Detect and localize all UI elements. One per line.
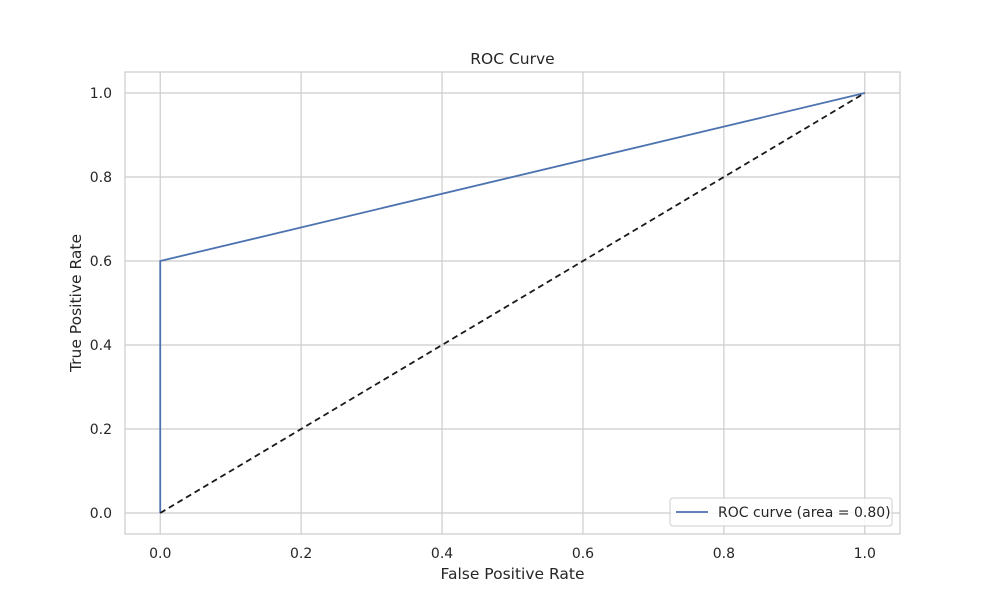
legend-label-roc: ROC curve (area = 0.80) — [718, 505, 891, 521]
x-axis-title: False Positive Rate — [440, 565, 584, 583]
legend-box — [669, 497, 893, 527]
x-tick-label: 1.0 — [854, 546, 876, 562]
roc-curve-line — [159, 92, 865, 513]
y-tick-label: 0.8 — [90, 170, 112, 186]
series-layer — [159, 92, 866, 514]
x-tick-label: 0.0 — [149, 546, 171, 562]
x-tick-label: 0.8 — [713, 546, 735, 562]
plot-area-frame — [124, 71, 901, 535]
chance-diagonal-line — [159, 92, 866, 514]
y-tick-label: 0.4 — [90, 338, 112, 354]
y-axis-title: True Positive Rate — [67, 234, 85, 373]
y-tick-label: 0.2 — [90, 422, 112, 438]
y-tick-label: 1.0 — [90, 86, 112, 102]
y-tick-label: 0.6 — [90, 254, 112, 270]
x-tick-label: 0.2 — [290, 546, 312, 562]
tick-labels: 0.0 0.2 0.4 0.6 0.8 1.0 0.0 0.2 0.4 0.6 0.8 1.0 — [90, 86, 876, 562]
chart-title: ROC Curve — [470, 50, 554, 68]
x-tick-label: 0.4 — [431, 546, 453, 562]
x-tick-label: 0.6 — [572, 546, 594, 562]
grid — [125, 72, 900, 534]
y-tick-label: 0.0 — [90, 506, 112, 522]
legend: ROC curve (area = 0.80) — [669, 497, 893, 527]
